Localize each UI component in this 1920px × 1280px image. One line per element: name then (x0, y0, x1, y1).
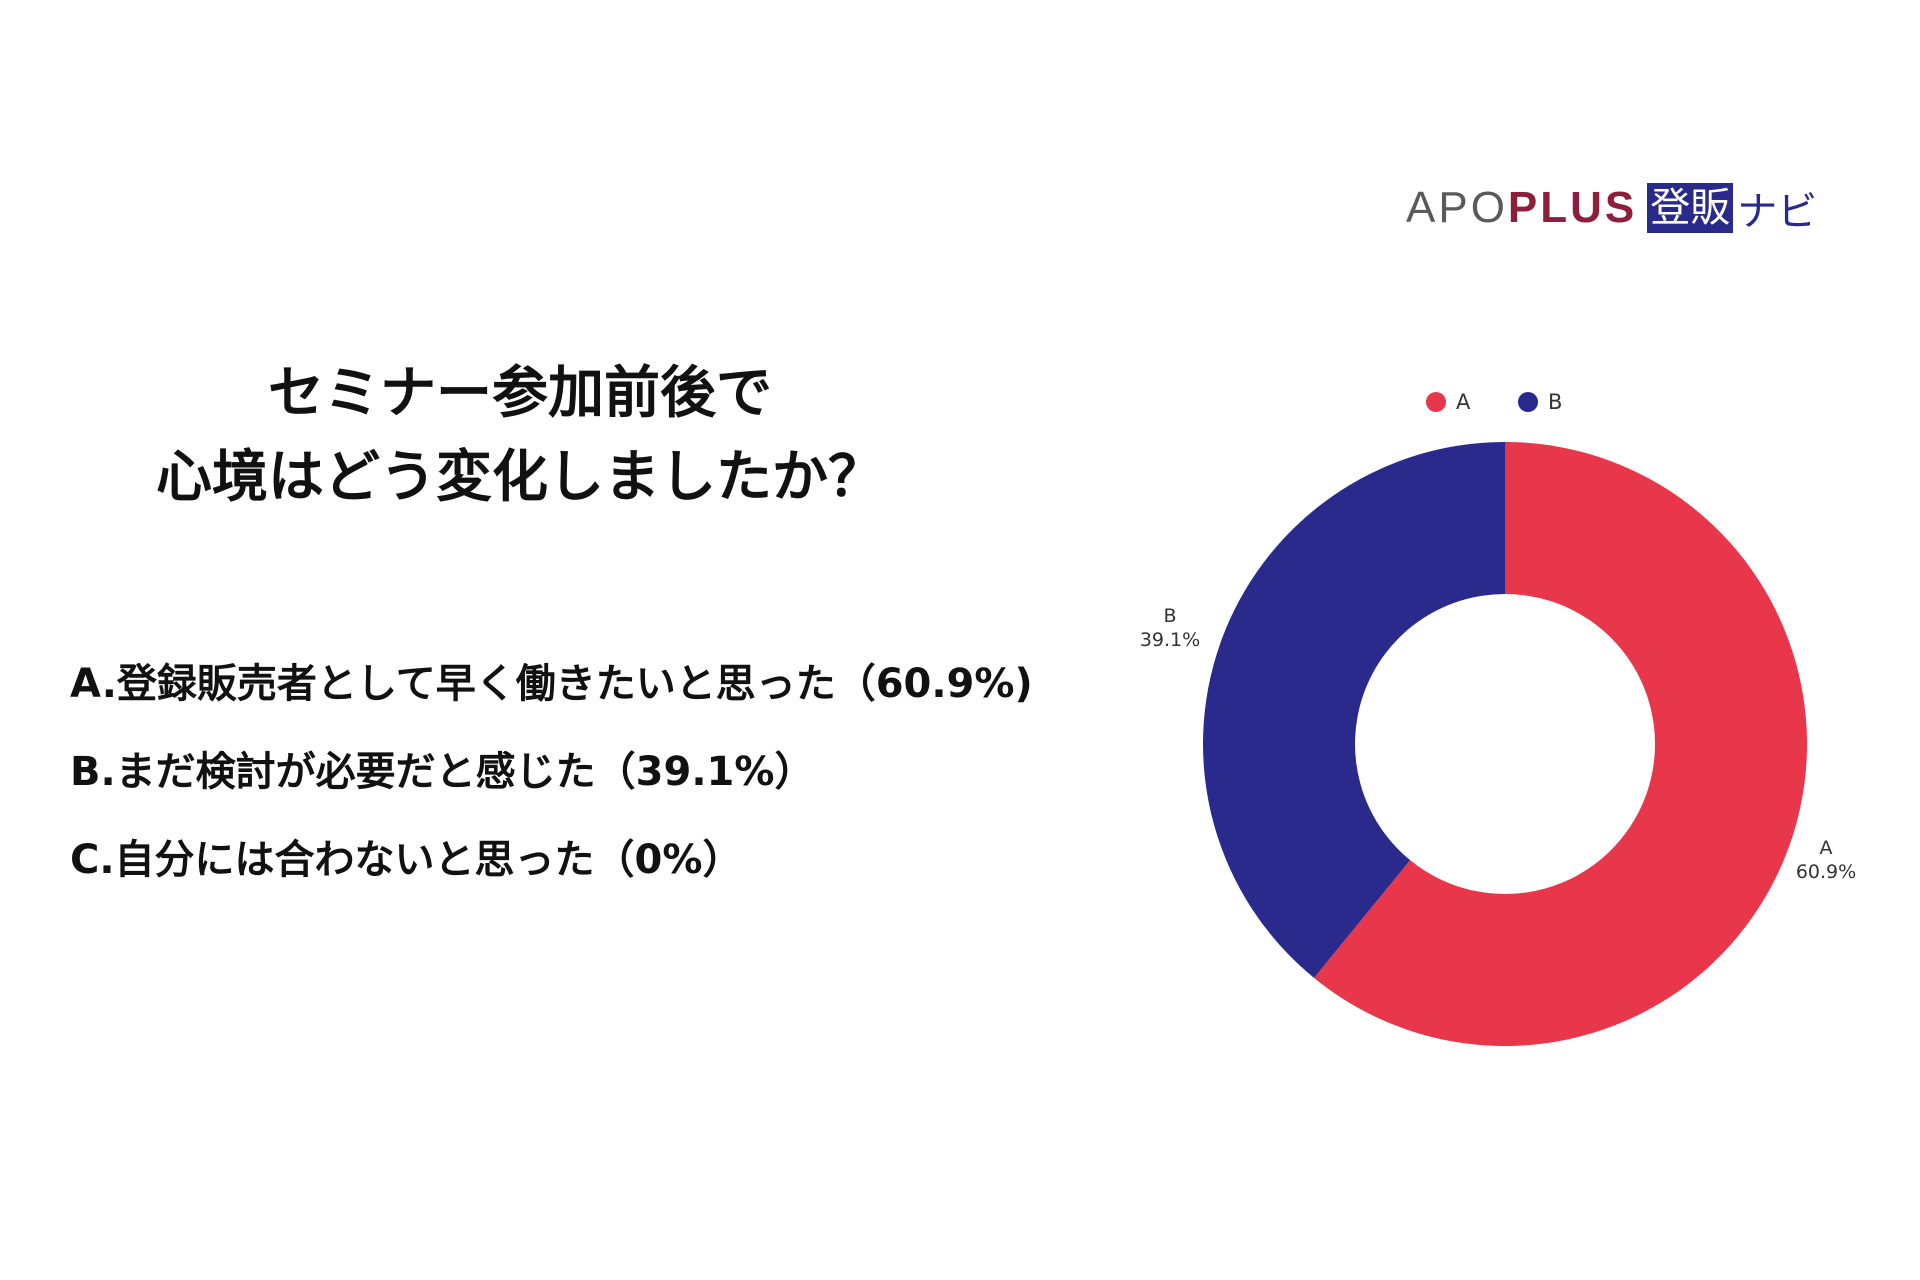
answer-list: A.登録販売者として早く働きたいと思った（60.9%) B.まだ検討が必要だと感… (70, 660, 1033, 924)
slice-label-a-value: 60.9% (1796, 861, 1856, 883)
answer-b: B.まだ検討が必要だと感じた（39.1%） (70, 749, 815, 795)
brand-logo: APO PLUS 登販 ナビ (1406, 180, 1817, 236)
logo-box-text: 登販 (1647, 183, 1734, 233)
slice-label-b: B 39.1% (1140, 605, 1200, 651)
legend-label-a: A (1456, 390, 1471, 414)
donut-slice-b (1203, 442, 1505, 978)
slice-label-b-value: 39.1% (1140, 629, 1200, 651)
question-line-1: セミナー参加前後で (268, 361, 772, 426)
slice-label-a-name: A (1820, 837, 1833, 859)
donut-slice-a (1313, 442, 1807, 1046)
chart-legend: A B (1426, 390, 1562, 414)
logo-plus-text: PLUS (1507, 183, 1638, 232)
slice-label-a: A 60.9% (1796, 837, 1856, 883)
question-title: セミナー参加前後で 心境はどう変化しましたか？ (40, 352, 1000, 520)
donut-chart: A B A 60.9% B 39.1% (1140, 390, 1856, 1046)
answer-c: C.自分には合わないと思った（0%） (70, 837, 743, 883)
legend-marker-a (1426, 392, 1446, 412)
logo-apo-text: APO (1406, 183, 1508, 232)
answer-a: A.登録販売者として早く働きたいと思った（60.9%) (70, 661, 1033, 707)
legend-marker-b (1518, 392, 1538, 412)
logo-navi-text: ナビ (1737, 189, 1818, 235)
legend-label-b: B (1548, 390, 1562, 414)
chart-slices (1203, 442, 1807, 1046)
question-line-2: 心境はどう変化しましたか？ (156, 445, 884, 510)
slice-label-b-name: B (1163, 605, 1176, 627)
